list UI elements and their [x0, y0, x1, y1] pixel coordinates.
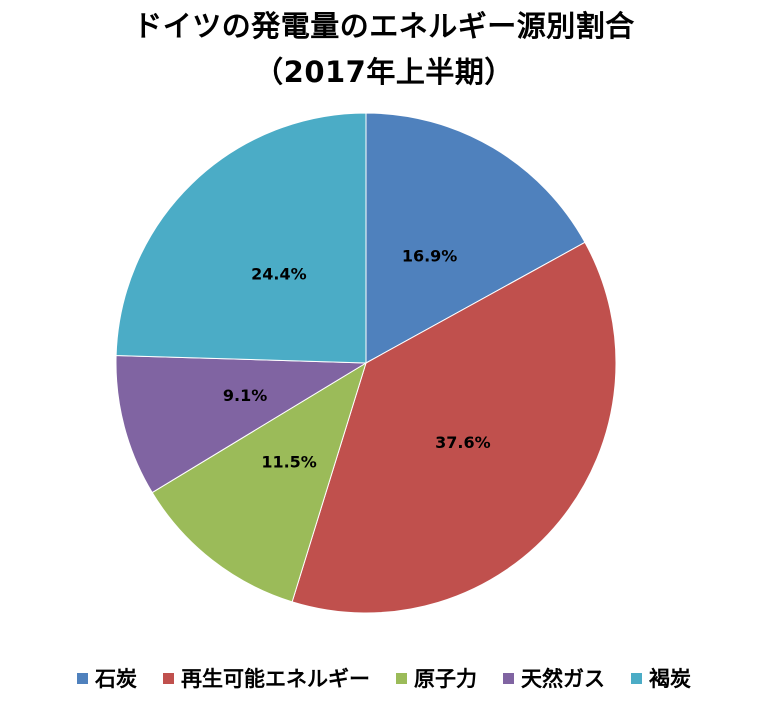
pie-slice-renewable [291, 241, 617, 614]
legend-item-lignite: 褐炭 [631, 663, 691, 693]
pie-slice-coal [365, 112, 586, 364]
data-label-coal: 16.9% [402, 246, 458, 265]
legend-label: 原子力 [414, 667, 477, 691]
data-label-nuclear: 11.5% [261, 453, 317, 472]
chart-title: ドイツの発電量のエネルギー源別割合 [133, 9, 635, 43]
legend-label: 再生可能エネルギー [181, 667, 370, 691]
legend-swatch [77, 672, 88, 684]
legend: 石炭 再生可能エネルギー 原子力 天然ガス 褐炭 [0, 658, 768, 698]
data-label-lignite: 24.4% [251, 264, 307, 283]
legend-label: 石炭 [95, 667, 137, 691]
legend-swatch [163, 672, 174, 684]
legend-item-coal: 石炭 [77, 663, 137, 693]
legend-item-renewable: 再生可能エネルギー [163, 663, 370, 693]
legend-item-natural-gas: 天然ガス [503, 663, 605, 693]
data-label-renewable: 37.6% [435, 433, 491, 452]
data-label-natural-gas: 9.1% [223, 386, 267, 405]
chart-subtitle: （2017年上半期） [254, 55, 514, 89]
legend-swatch [503, 672, 514, 684]
legend-swatch [396, 672, 407, 684]
legend-label: 天然ガス [521, 667, 605, 691]
pie-slice-lignite [115, 112, 367, 364]
legend-swatch [631, 672, 642, 684]
legend-item-nuclear: 原子力 [396, 663, 477, 693]
pie-slice-nuclear [151, 361, 367, 603]
legend-label: 褐炭 [649, 667, 691, 691]
pie-slice-natural-gas [115, 354, 368, 494]
